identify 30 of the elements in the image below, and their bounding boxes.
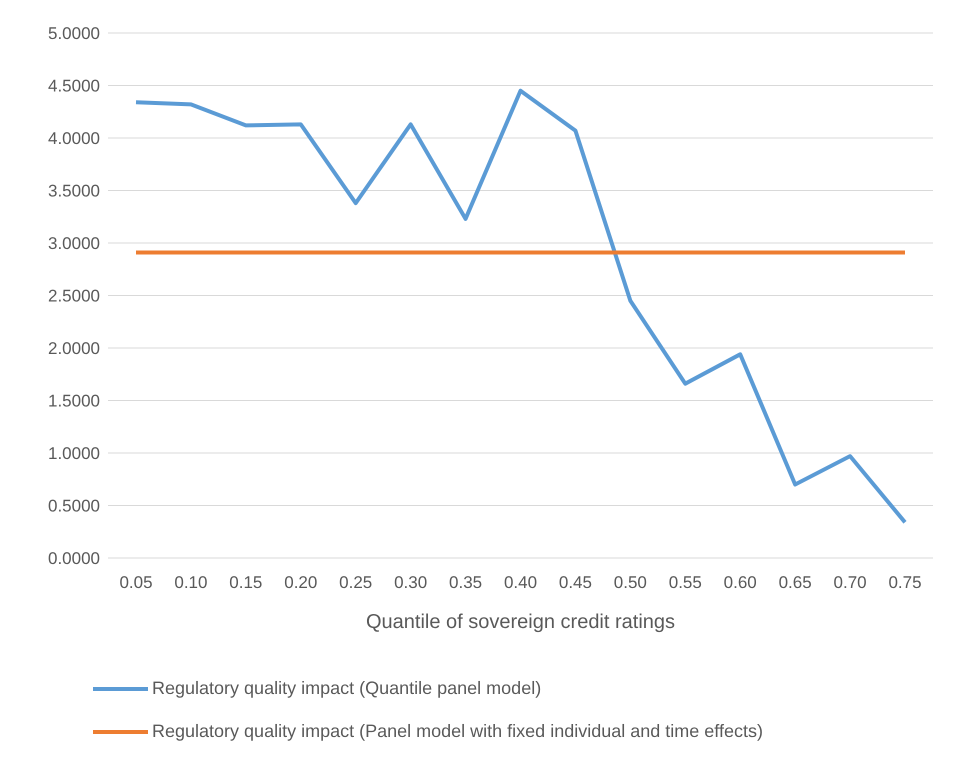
x-tick-label: 0.15: [229, 573, 262, 592]
x-tick-label: 0.20: [284, 573, 318, 592]
x-tick-label: 0.25: [339, 573, 372, 592]
y-tick-label: 3.0000: [48, 234, 100, 254]
x-tick-label: 0.60: [724, 573, 757, 592]
x-tick-label: 0.65: [778, 573, 812, 592]
y-tick-label: 4.0000: [48, 129, 100, 148]
legend-label: Regulatory quality impact (Quantile panel model): [152, 678, 542, 699]
y-tick-label: 4.5000: [48, 76, 100, 96]
line-series: [134, 88, 907, 524]
y-tick-label: 1.5000: [48, 392, 100, 411]
x-axis-title: Quantile of sovereign credit ratings: [366, 611, 676, 633]
y-tick-label: 0.0000: [48, 549, 100, 568]
y-tick-label: 1.0000: [48, 444, 100, 464]
x-tick-label: 0.30: [394, 573, 428, 592]
x-tick-label: 0.45: [558, 573, 592, 592]
x-tick-label: 0.55: [668, 573, 702, 592]
y-tick-label: 3.5000: [48, 182, 100, 201]
x-tick-label: 0.35: [449, 573, 482, 592]
x-tick-label: 0.10: [174, 573, 208, 592]
x-tick-label: 0.75: [888, 573, 922, 592]
y-tick-label: 0.5000: [48, 496, 100, 516]
y-tick-label: 2.5000: [48, 286, 100, 306]
y-tick-label: 5.0000: [48, 24, 100, 44]
y-tick-label: 2.0000: [48, 339, 100, 358]
x-tick-label: 0.50: [614, 573, 647, 592]
x-tick-label: 0.70: [834, 573, 867, 592]
x-tick-label: 0.40: [504, 573, 538, 592]
x-tick-label: 0.05: [119, 573, 153, 592]
legend-label: Regulatory quality impact (Panel model with fixed individual and time effects): [152, 721, 763, 742]
